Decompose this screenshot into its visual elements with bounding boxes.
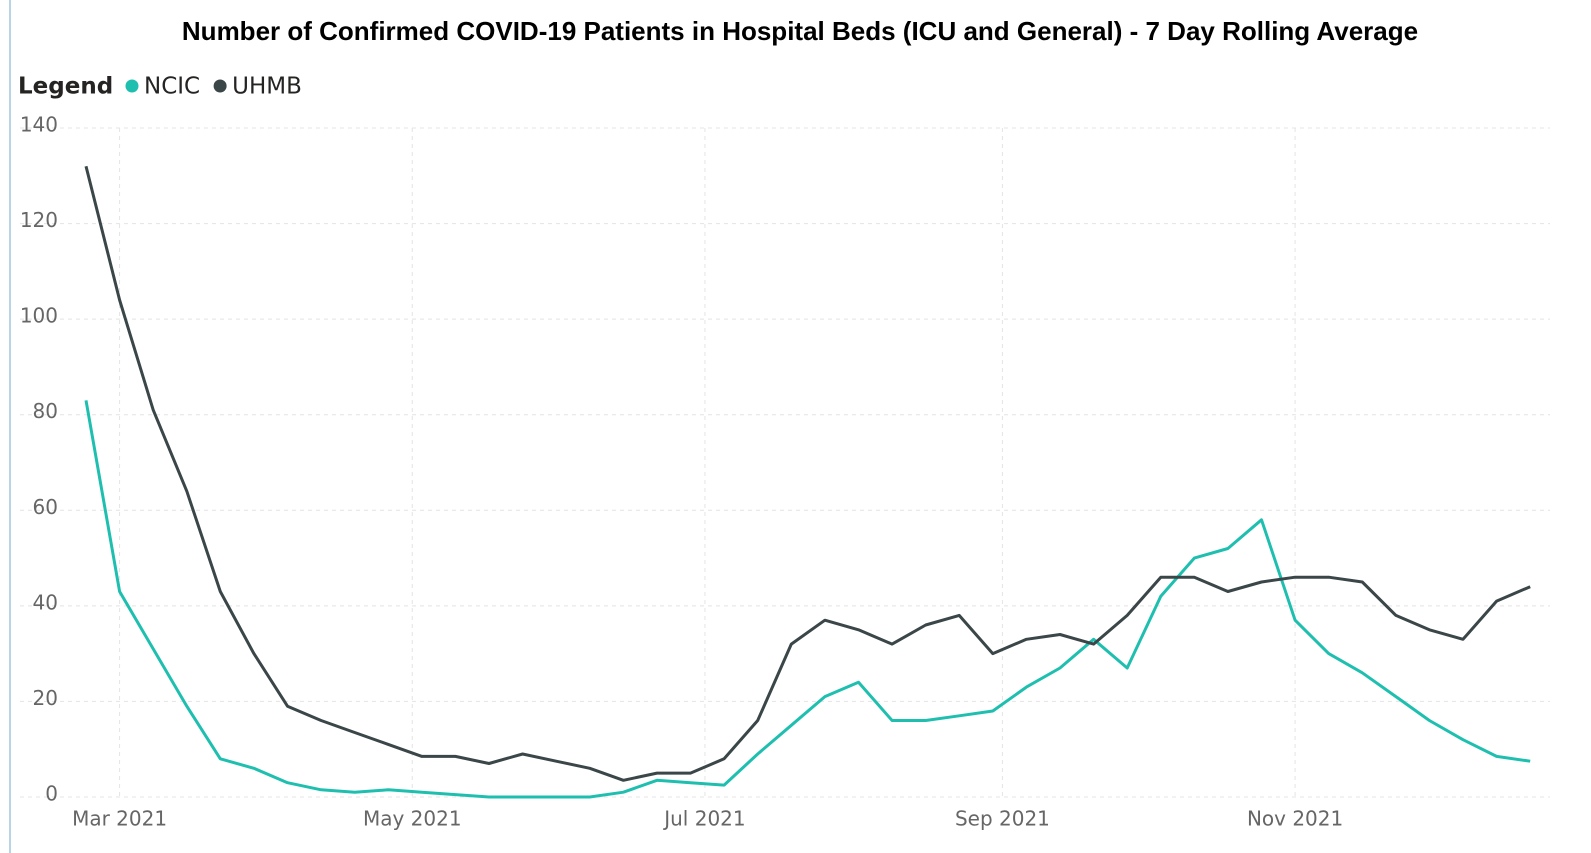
series-line	[84, 165, 1531, 782]
chart-title: Number of Confirmed COVID-19 Patients in…	[182, 16, 1418, 46]
series-line	[84, 400, 1531, 799]
x-tick-label: Sep 2021	[955, 807, 1050, 831]
y-tick-label: 0	[45, 782, 58, 806]
legend-marker	[213, 79, 227, 93]
y-tick-label: 140	[20, 113, 58, 137]
x-tick-label: May 2021	[363, 807, 462, 831]
x-tick-label: Mar 2021	[72, 807, 167, 831]
y-tick-label: 120	[20, 208, 58, 232]
legend-label: UHMB	[232, 74, 302, 100]
y-tick-label: 40	[33, 590, 58, 614]
y-tick-label: 80	[33, 399, 58, 423]
x-tick-label: Jul 2021	[662, 807, 745, 831]
legend-label: NCIC	[144, 74, 200, 100]
y-tick-label: 100	[20, 304, 58, 328]
legend-title: Legend	[18, 74, 113, 100]
y-tick-label: 20	[33, 686, 58, 710]
legend-marker	[125, 79, 139, 93]
y-tick-label: 60	[33, 495, 58, 519]
x-tick-label: Nov 2021	[1247, 807, 1343, 831]
